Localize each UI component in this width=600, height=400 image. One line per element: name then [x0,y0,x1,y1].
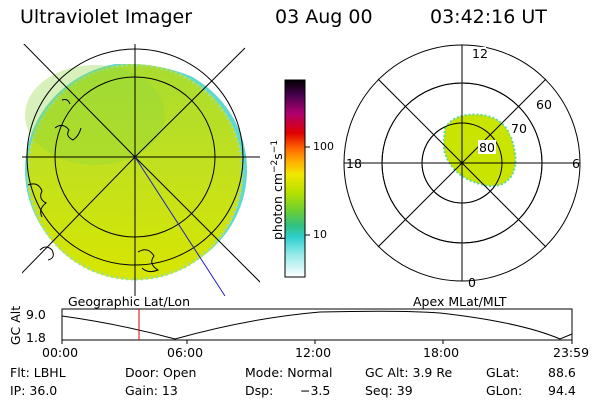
colorbar-unit-exp2: −1 [270,139,280,154]
info-gcalt: GC Alt: 3.9 Re [365,365,453,380]
colorbar [284,79,310,278]
colorbar-unit-mid: s [270,153,286,160]
info-dsp-label: Dsp: [245,383,274,398]
colorbar-unit-exp1: −2 [270,159,280,173]
info-glat-label: GLat: [486,365,520,380]
altitude-curve [61,310,573,340]
info-dsp-value: −3.5 [300,383,331,398]
info-glon-value: 94.4 [548,383,576,398]
mlt-label-6: 6 [572,156,580,171]
instrument-title: Ultraviolet Imager [20,6,193,28]
altitude-xtick-0: 00:00 [42,345,79,360]
colorbar-unit-label: photon cm−2s−1 [270,140,285,240]
colorbar-unit-text: photon cm [270,173,286,240]
altitude-plot [61,308,573,344]
info-glat-value: 88.6 [548,365,576,380]
altitude-ymax: 9.0 [26,307,46,322]
altitude-ymin: 1.8 [26,330,46,345]
mlt-label-0: 0 [468,275,476,290]
colorbar-tick-100: 100 [313,140,334,153]
info-door: Door: Open [125,365,197,380]
info-mode: Mode: Normal [245,365,333,380]
altitude-xtick-1: 06:00 [167,345,204,360]
altitude-xtick-4: 23:59 [553,345,590,360]
info-glon-label: GLon: [486,383,523,398]
colorbar-scale [284,79,306,278]
info-gain: Gain: 13 [125,383,178,398]
polar-caption: Apex MLat/MLT [413,294,507,309]
date-label: 03 Aug 00 [275,6,373,28]
altitude-xtick-3: 18:00 [423,345,460,360]
coastline [54,124,82,141]
altitude-plot-frame [61,308,573,341]
info-ip: IP: 36.0 [10,383,58,398]
terminator-line [134,156,226,296]
info-seq: Seq: 39 [365,383,413,398]
polar-panel [343,44,581,282]
colorbar-tick-10: 10 [313,228,327,241]
info-flt: Flt: LBHL [10,365,66,380]
mlt-label-12: 12 [472,46,488,61]
geo-caption: Geographic Lat/Lon [68,294,190,309]
time-label: 03:42:16 UT [430,6,547,28]
geo-panel [22,44,260,296]
mlat-label-80: 80 [479,140,495,155]
altitude-ylabel: GC Alt [8,305,24,346]
mlt-label-18: 18 [346,156,362,171]
mlat-label-70: 70 [511,121,527,136]
mlat-label-60: 60 [536,97,552,112]
altitude-xtick-2: 12:00 [295,345,332,360]
